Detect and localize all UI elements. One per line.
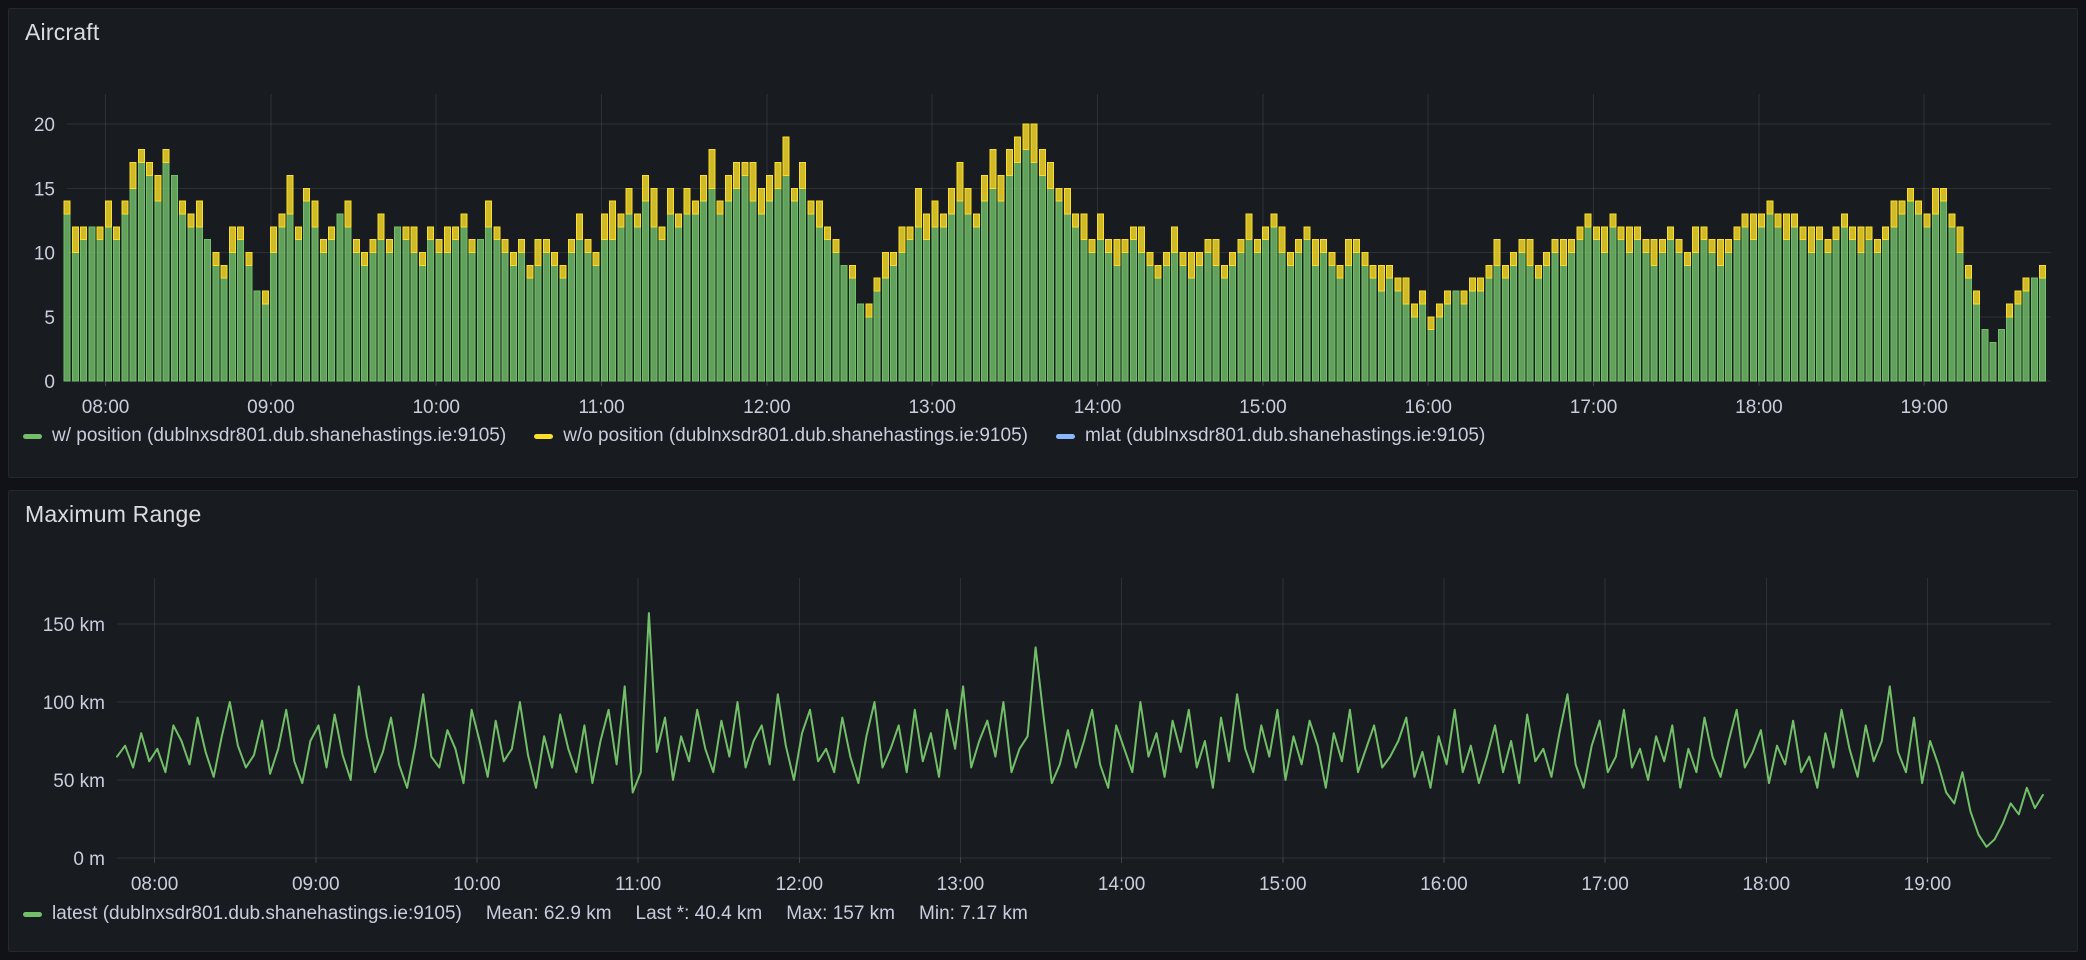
svg-text:5: 5 (44, 308, 55, 329)
aircraft-legend: w/ position (dublnxsdr801.dub.shanehasti… (23, 425, 1485, 447)
legend-swatch-icon (23, 434, 42, 439)
svg-text:15:00: 15:00 (1239, 397, 1287, 418)
legend-label: w/o position (dublnxsdr801.dub.shanehast… (563, 425, 1028, 447)
svg-text:19:00: 19:00 (1900, 397, 1948, 418)
svg-text:19:00: 19:00 (1904, 874, 1952, 895)
svg-text:16:00: 16:00 (1420, 874, 1468, 895)
svg-text:09:00: 09:00 (292, 874, 340, 895)
svg-text:08:00: 08:00 (131, 874, 179, 895)
svg-text:20: 20 (34, 115, 55, 136)
svg-text:14:00: 14:00 (1098, 874, 1146, 895)
range-chart-svg[interactable]: 0 m 50 km 100 km 150 km 08:00 09:00 10:00 11:00… (9, 491, 2079, 953)
aircraft-chart-svg[interactable]: 0 5 10 15 20 08:00 09:00 10:00 11:00 12:00 13:00 14… (9, 9, 2079, 479)
svg-text:10:00: 10:00 (412, 397, 460, 418)
svg-text:100 km: 100 km (43, 693, 105, 714)
range-chart-area[interactable]: 0 m 50 km 100 km 150 km 08:00 09:00 10:00 11:00… (9, 491, 2077, 951)
range-legend: latest (dublnxsdr801.dub.shanehastings.i… (23, 903, 1028, 925)
legend-swatch-icon (534, 434, 553, 439)
svg-text:09:00: 09:00 (247, 397, 295, 418)
svg-text:17:00: 17:00 (1581, 874, 1629, 895)
svg-text:10: 10 (34, 244, 55, 265)
svg-text:18:00: 18:00 (1735, 397, 1783, 418)
svg-text:16:00: 16:00 (1404, 397, 1452, 418)
svg-text:50 km: 50 km (53, 771, 105, 792)
svg-text:12:00: 12:00 (743, 397, 791, 418)
legend-stat-max: Max: 157 km (786, 903, 895, 925)
svg-text:0: 0 (44, 372, 55, 393)
panel-title-aircraft: Aircraft (25, 19, 99, 46)
legend-stat-min: Min: 7.17 km (919, 903, 1028, 925)
legend-swatch-icon (23, 912, 42, 917)
aircraft-chart-area[interactable]: 0 5 10 15 20 08:00 09:00 10:00 11:00 12:00 13:00 14… (9, 9, 2077, 477)
legend-item-0-2[interactable]: mlat (dublnxsdr801.dub.shanehastings.ie:… (1056, 425, 1485, 447)
panel-title-maximum-range: Maximum Range (25, 501, 201, 528)
svg-text:14:00: 14:00 (1074, 397, 1122, 418)
legend-stat-mean: Mean: 62.9 km (486, 903, 612, 925)
legend-label: mlat (dublnxsdr801.dub.shanehastings.ie:… (1085, 425, 1485, 447)
panel-maximum-range: 0 m 50 km 100 km 150 km 08:00 09:00 10:00 11:00… (8, 490, 2078, 952)
svg-text:11:00: 11:00 (579, 397, 625, 418)
legend-item-0-0[interactable]: w/ position (dublnxsdr801.dub.shanehasti… (23, 425, 506, 447)
svg-text:13:00: 13:00 (937, 874, 985, 895)
svg-text:11:00: 11:00 (615, 874, 661, 895)
svg-text:10:00: 10:00 (453, 874, 501, 895)
legend-item-1-0[interactable]: latest (dublnxsdr801.dub.shanehastings.i… (23, 903, 462, 925)
svg-text:0 m: 0 m (73, 849, 105, 870)
svg-text:18:00: 18:00 (1742, 874, 1790, 895)
legend-label: latest (dublnxsdr801.dub.shanehastings.i… (52, 903, 462, 925)
legend-swatch-icon (1056, 434, 1075, 439)
svg-text:13:00: 13:00 (908, 397, 956, 418)
legend-stat-last: Last *: 40.4 km (636, 903, 763, 925)
svg-text:17:00: 17:00 (1570, 397, 1618, 418)
panel-aircraft: 0 5 10 15 20 08:00 09:00 10:00 11:00 12:00 13:00 14… (8, 8, 2078, 478)
svg-text:150 km: 150 km (43, 615, 105, 636)
svg-text:15: 15 (34, 179, 55, 200)
svg-text:15:00: 15:00 (1259, 874, 1307, 895)
legend-label: w/ position (dublnxsdr801.dub.shanehasti… (52, 425, 506, 447)
svg-text:08:00: 08:00 (82, 397, 130, 418)
legend-item-0-1[interactable]: w/o position (dublnxsdr801.dub.shanehast… (534, 425, 1028, 447)
svg-text:12:00: 12:00 (775, 874, 823, 895)
